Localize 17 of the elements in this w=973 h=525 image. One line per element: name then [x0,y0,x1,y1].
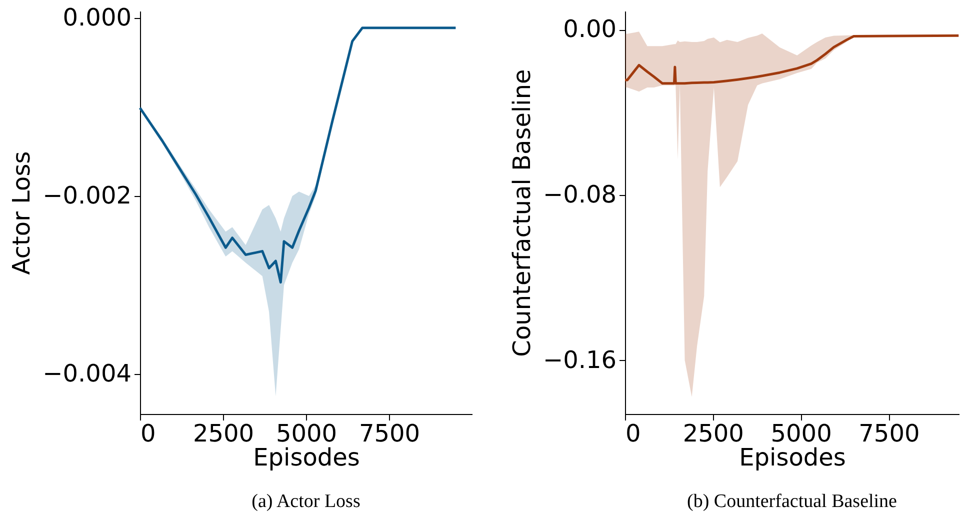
text: (b) Counterfactual Baseline [687,491,897,512]
text: (a) Actor Loss [252,491,360,512]
x-tick-label: 7500 [358,420,420,448]
x-tick-label: 7500 [858,420,920,448]
line-series [624,34,960,85]
y-tick-label: 0.00 [563,15,616,44]
y-tick-label: −0.08 [542,180,616,208]
y-tick-label: 0.000 [62,4,132,32]
y-tick-label: −0.004 [42,359,132,388]
x-tick-label: 2500 [192,420,254,448]
y-tick-label: −0.002 [42,182,132,210]
y-tick-label: −0.16 [542,346,616,374]
y-axis-title: Actor Loss [8,151,36,275]
x-tick-label: 0 [140,420,156,448]
y-axis-title: Counterfactual Baseline [508,69,536,357]
x-tick-label: 0 [626,420,641,448]
line-series [138,26,457,284]
